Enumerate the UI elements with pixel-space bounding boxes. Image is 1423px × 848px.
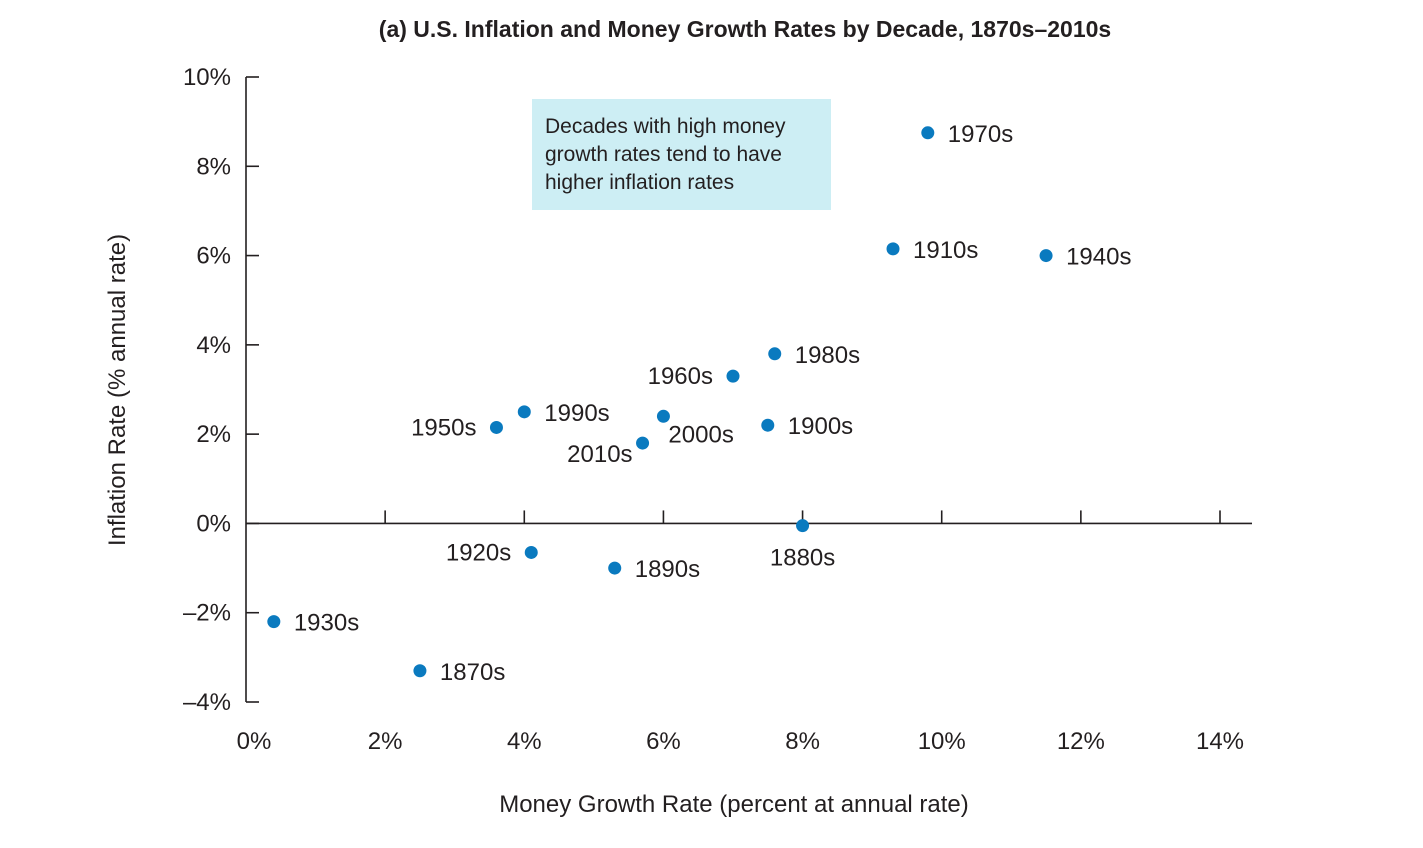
point-label-1980s: 1980s [795,342,860,369]
annotation-line-2: growth rates tend to have [545,143,782,166]
data-points: 1870s 1880s 1890s 1900s 1910s 1920s 1930s 1940s… [267,121,1131,686]
data-point-1890s [608,561,622,575]
y-tick-label: 10% [183,64,231,91]
annotation-line-3: higher inflation rates [545,171,734,194]
x-axis-label: Money Growth Rate (percent at annual rat… [499,791,969,818]
point-label-1940s: 1940s [1066,244,1131,271]
data-point-1960s [726,369,740,383]
point-label-1990s: 1990s [544,400,609,427]
point-label-1900s: 1900s [788,413,853,440]
x-tick-label: 12% [1057,728,1105,755]
point-label-1910s: 1910s [913,237,978,264]
point-label-1960s: 1960s [648,363,713,390]
y-axis-label: Inflation Rate (% annual rate) [104,234,131,546]
y-tick-label: 4% [196,332,231,359]
annotation-callout: Decades with high money growth rates ten… [532,99,831,210]
data-point-1970s [921,126,935,140]
data-point-1910s [886,242,900,256]
x-tick-label: 4% [507,728,542,755]
data-point-1950s [489,420,503,434]
point-label-2010s: 2010s [567,441,632,468]
y-tick-label: 0% [196,510,231,537]
data-point-1900s [761,418,775,432]
data-point-2010s [636,436,650,450]
annotation-line-1: Decades with high money [545,115,786,138]
y-tick-label: 8% [196,153,231,180]
x-tick-label: 8% [785,728,820,755]
data-point-1930s [267,615,281,629]
data-point-1880s [796,519,810,533]
point-label-2000s: 2000s [668,421,733,448]
point-label-1920s: 1920s [446,539,511,566]
chart-title: (a) U.S. Inflation and Money Growth Rate… [379,16,1111,42]
x-tick-label: 10% [918,728,966,755]
axes: –4% –2% 0% 2% 4% 6% 8% 10% 0% 2% 4% 6% 8% 10% 12% 14% [183,64,1252,755]
x-tick-label: 14% [1196,728,1244,755]
x-tick-label: 2% [368,728,403,755]
data-point-2000s [656,409,670,423]
data-point-1980s [768,347,782,361]
y-tick-label: 2% [196,421,231,448]
point-label-1890s: 1890s [635,556,700,583]
point-label-1880s: 1880s [770,545,835,572]
point-label-1970s: 1970s [948,121,1013,148]
data-point-1870s [413,664,427,678]
x-tick-label: 0% [237,728,272,755]
data-point-1940s [1039,249,1053,263]
y-tick-label: –4% [183,689,231,716]
y-tick-label: –2% [183,600,231,627]
x-tick-label: 6% [646,728,681,755]
point-label-1870s: 1870s [440,659,505,686]
data-point-1920s [524,545,538,559]
annotation-box [532,99,831,210]
y-tick-label: 6% [196,243,231,270]
point-label-1950s: 1950s [411,414,476,441]
point-label-1930s: 1930s [294,610,359,637]
data-point-1990s [517,405,531,419]
